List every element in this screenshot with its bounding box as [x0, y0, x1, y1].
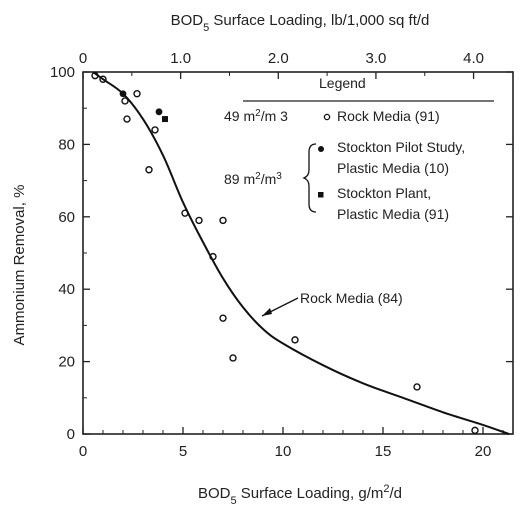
top-tick-label: 3.0	[365, 50, 386, 67]
y-tick-label: 20	[58, 354, 75, 371]
curve-annotation-arrowhead	[262, 308, 272, 316]
legend-open-circle-marker	[323, 113, 331, 121]
legend-entry-plant-line1: Stockton Plant,	[337, 185, 431, 201]
legend-group1-label-main: 49 m	[224, 108, 255, 124]
x-axis-ticks: 0 5 10 15 20	[79, 427, 504, 460]
legend-group2-label-main: 89 m	[224, 171, 255, 187]
curve-annotation-label: Rock Media (84)	[300, 290, 403, 306]
y-axis-ticks: 0 20 40 60 80 100	[50, 64, 90, 443]
legend-group1-label: 49 m2/m 3	[224, 108, 288, 125]
y-tick-label: 100	[50, 64, 75, 81]
rock-media-91-point	[99, 75, 107, 83]
rock-media-91-point	[471, 426, 479, 435]
stockton-plant-point	[162, 116, 168, 123]
legend: Legend 49 m2/m 3 Rock Media (91) 89 m2/m…	[224, 75, 494, 222]
legend-group2-label: 89 m2/m3	[224, 171, 282, 188]
legend-title: Legend	[319, 75, 366, 91]
y-tick-label: 40	[58, 281, 75, 298]
x-tick-label: 5	[179, 443, 187, 460]
x-axis-title-sub: 5	[230, 495, 236, 506]
stockton-pilot-point	[119, 90, 127, 98]
rock-media-91-point	[133, 90, 141, 98]
x-tick-label: 10	[275, 443, 292, 460]
legend-entry-rock-media-91: Rock Media (91)	[337, 108, 440, 124]
legend-group2-label-rest: /m	[261, 171, 277, 187]
legend-entry-pilot-line2: Plastic Media (10)	[337, 160, 449, 176]
x-axis-title-main: BOD	[198, 485, 231, 502]
top-axis-title-rest: Surface Loading, lb/1,000 sq ft/d	[209, 12, 429, 29]
rock-media-91-point	[229, 354, 237, 362]
x-axis-title-end: /d	[390, 485, 403, 502]
legend-filled-square-marker	[318, 192, 324, 198]
rock-media-91-point	[219, 216, 227, 225]
legend-entry-pilot-line1: Stockton Pilot Study,	[337, 139, 465, 155]
legend-entry-plant-line2: Plastic Media (91)	[337, 206, 449, 222]
top-tick-label: 2.0	[268, 50, 289, 67]
x-axis-title: BOD5 Surface Loading, g/m2/d	[198, 483, 402, 506]
right-axis-ticks	[506, 71, 513, 435]
rock-media-91-point	[151, 126, 159, 134]
legend-group2-label-sup2: 3	[276, 171, 282, 182]
legend-brace	[302, 143, 317, 213]
rock-media-91-point	[413, 383, 421, 391]
x-tick-label: 0	[79, 443, 87, 460]
y-tick-label: 80	[58, 136, 75, 153]
y-tick-label: 60	[58, 209, 75, 226]
top-x-axis-ticks: 0 1.0 2.0 3.0 4.0	[79, 50, 484, 79]
top-axis-title-sub: 5	[203, 22, 209, 34]
top-axis-title-main: BOD	[171, 12, 204, 29]
rock-media-84-curve	[92, 71, 510, 435]
x-tick-label: 20	[475, 443, 492, 460]
rock-media-91-point	[123, 115, 131, 123]
rock-media-91-point	[145, 166, 153, 174]
x-axis-title-sup: 2	[383, 483, 389, 495]
rock-media-91-point	[219, 314, 227, 322]
y-tick-label: 0	[67, 426, 75, 443]
top-axis-title: BOD5 Surface Loading, lb/1,000 sq ft/d	[171, 12, 430, 34]
rock-media-91-point	[209, 252, 217, 261]
stockton-pilot-point	[155, 108, 163, 116]
rock-media-91-point	[181, 209, 189, 217]
rock-media-91-point	[121, 97, 129, 105]
data-points	[91, 71, 479, 435]
rock-media-91-point	[291, 336, 299, 344]
top-tick-label: 4.0	[463, 50, 484, 67]
legend-group1-label-rest: /m 3	[261, 108, 288, 124]
y-axis-title: Ammonium Removal, %	[11, 185, 28, 346]
top-tick-label: 0	[79, 50, 87, 67]
rock-media-91-point	[91, 71, 99, 80]
legend-group2-label-sup: 2	[255, 171, 261, 182]
x-tick-label: 15	[375, 443, 392, 460]
legend-group1-label-sup: 2	[255, 108, 261, 119]
x-axis-title-rest: Surface Loading, g/m	[237, 485, 384, 502]
legend-filled-circle-marker	[318, 146, 324, 152]
rock-media-91-point	[195, 216, 203, 225]
top-tick-label: 1.0	[170, 50, 191, 67]
